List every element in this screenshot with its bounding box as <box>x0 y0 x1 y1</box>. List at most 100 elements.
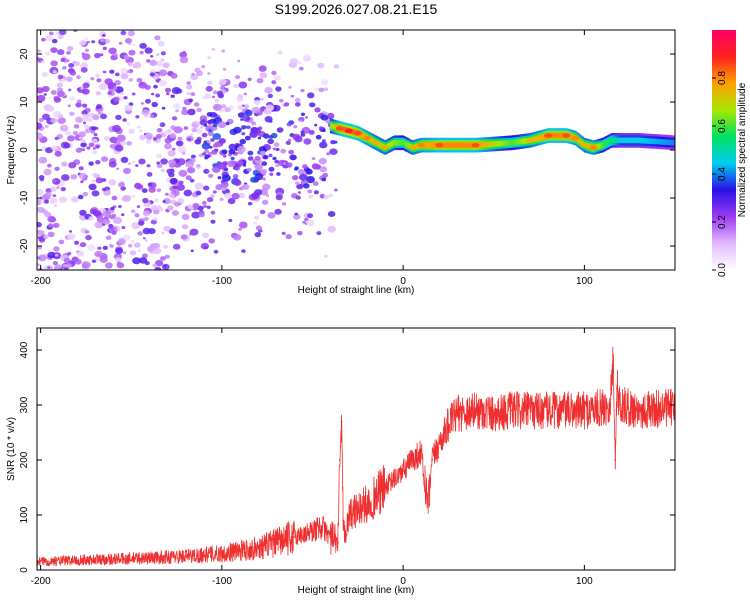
spectrogram-ridge-core <box>538 135 541 141</box>
spectrogram-speckle <box>322 139 326 143</box>
spectrogram-speckle <box>176 141 180 144</box>
spectrogram-speckle <box>82 113 87 117</box>
spectrogram-speckle <box>267 138 275 145</box>
spectrogram-speckle <box>319 166 328 173</box>
spectrogram-speckle <box>57 74 64 80</box>
spectrogram-speckle <box>44 124 49 129</box>
spectrogram-speckle <box>91 138 98 144</box>
spectrogram-speckle <box>177 136 183 141</box>
spectrogram-speckle <box>324 254 328 258</box>
spectrogram-speckle <box>85 234 92 241</box>
snr-point <box>329 536 332 538</box>
spectrogram-speckle <box>186 84 193 90</box>
spectrogram-speckle <box>300 130 305 134</box>
spectrogram-ridge-core <box>633 137 635 144</box>
snr-point <box>366 503 368 505</box>
spectrogram-speckle <box>124 104 133 112</box>
spectrogram-speckle <box>77 250 84 257</box>
spectrogram-speckle <box>61 174 70 181</box>
spectrogram-speckle <box>212 190 217 194</box>
spectrogram-ridge-core <box>609 138 612 144</box>
spectrogram-ridge-core <box>480 142 483 148</box>
snr-point <box>608 404 611 406</box>
spectrogram-ridge-core <box>403 140 406 147</box>
spectrogram-speckle <box>189 158 196 163</box>
spectrogram-peak <box>344 128 353 133</box>
spectrogram-speckle <box>67 135 75 142</box>
spectrogram-speckle <box>120 140 127 146</box>
snr-point <box>637 409 640 412</box>
spectrogram-speckle <box>69 230 73 233</box>
spectrogram-speckle <box>37 221 42 228</box>
spectrogram-speckle <box>175 88 183 94</box>
spectrogram-ridge-core <box>618 137 621 144</box>
spectrogram-speckle <box>272 104 281 112</box>
spectrogram-marks <box>37 30 675 270</box>
spectrogram-y-tick-label: -20 <box>19 238 30 253</box>
snr-point <box>614 459 617 461</box>
spectrogram-speckle <box>295 195 301 200</box>
spectrogram-ridge-core <box>499 140 502 147</box>
spectrogram-y-label: Frequency (Hz) <box>6 116 17 185</box>
spectrogram-speckle <box>75 116 83 123</box>
spectrogram-speckle <box>183 189 193 197</box>
spectrogram-ridge-core <box>606 139 609 146</box>
spectrogram-speckle <box>103 189 111 196</box>
spectrogram-speckle <box>38 117 44 123</box>
spectrogram-ridge-core <box>490 141 493 147</box>
spectrogram-speckle <box>191 211 201 219</box>
spectrogram-speckle <box>137 231 143 236</box>
snr-point <box>601 406 604 409</box>
spectrogram-ridge-core <box>537 135 540 141</box>
spectrogram-speckle <box>291 175 299 181</box>
spectrogram-speckle <box>107 91 112 95</box>
spectrogram-speckle <box>137 249 141 253</box>
spectrogram-speckle <box>102 245 108 250</box>
spectrogram-ridge-core <box>664 139 667 145</box>
spectrogram-ridge-core <box>515 139 518 145</box>
spectrogram-speckle <box>58 114 64 119</box>
spectrogram-ridge-core <box>540 134 542 141</box>
spectrogram-ridge-core <box>619 137 622 144</box>
spectrogram-speckle <box>132 257 141 265</box>
spectrogram-speckle <box>154 198 159 203</box>
spectrogram-speckle <box>81 52 86 56</box>
spectrogram-speckle <box>264 116 273 123</box>
spectrogram-speckle <box>129 250 137 256</box>
spectrogram-ridge-core <box>627 137 629 144</box>
spectrogram-ridge-core <box>389 142 392 148</box>
spectrogram-ridge-core <box>459 142 461 148</box>
spectrogram-speckle <box>314 87 320 92</box>
spectrogram-speckle <box>158 79 167 87</box>
spectrogram-speckle <box>37 189 44 196</box>
spectrogram-speckle <box>273 142 280 147</box>
spectrogram-speckle <box>128 49 136 56</box>
colorbar-gradient <box>712 30 736 270</box>
spectrogram-speckle <box>150 204 159 211</box>
spectrogram-ridge-core <box>657 138 660 145</box>
spectrogram-speckle <box>82 82 90 89</box>
spectrogram-speckle <box>268 153 273 158</box>
spectrogram-speckle <box>177 198 185 204</box>
spectrogram-speckle <box>94 52 101 59</box>
spectrogram-speckle <box>56 90 65 98</box>
spectrogram-speckle <box>161 231 165 235</box>
spectrogram-speckle <box>131 222 140 230</box>
spectrogram-speckle <box>299 173 308 181</box>
spectrogram-speckle <box>40 60 45 64</box>
spectrogram-speckle <box>153 137 158 141</box>
spectrogram-speckle <box>192 202 200 209</box>
snr-point <box>420 450 423 453</box>
spectrogram-speckle <box>296 183 304 190</box>
spectrogram-speckle <box>67 233 76 240</box>
spectrogram-ridge-core <box>650 138 653 144</box>
spectrogram-speckle <box>207 120 212 124</box>
spectrogram-y-tick-label: 20 <box>19 48 30 60</box>
spectrogram-speckle <box>130 239 135 244</box>
spectrogram-peak <box>408 145 417 150</box>
spectrogram-ridge-core <box>430 142 432 148</box>
spectrogram-speckle <box>218 78 227 86</box>
spectrogram-speckle <box>92 147 96 150</box>
spectrogram-x-tick-label: 100 <box>576 276 593 287</box>
spectrogram-speckle <box>99 256 108 263</box>
